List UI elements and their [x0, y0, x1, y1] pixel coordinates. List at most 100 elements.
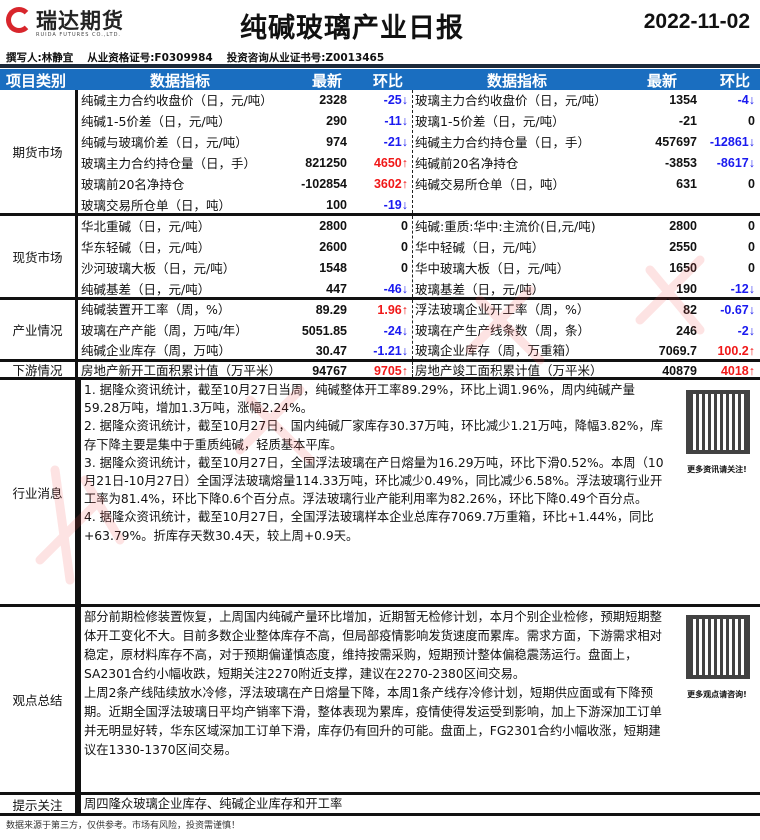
column-divider	[412, 90, 413, 213]
author: 撰写人:林静宜	[6, 52, 74, 64]
latest-value: 100	[326, 198, 347, 212]
latest-value: -3853	[665, 156, 697, 170]
news-item: 2. 据隆众资讯统计，截至10月27日，国内纯碱厂家库存30.37万吨，环比减少…	[84, 419, 663, 452]
indicator-name: 华东轻碱（日，元/吨）	[81, 240, 211, 255]
indicator-name: 玻璃前20名净持仓	[81, 177, 185, 192]
category-label: 观点总结	[0, 607, 78, 792]
news-item: 4. 据隆众资讯统计，截至10月27日，全国浮法玻璃样本企业总库存7069.7万…	[84, 510, 654, 543]
change-value: 0	[401, 261, 408, 275]
news-section: 行业消息 1. 据隆众资讯统计，截至10月27日当周，纯碱整体开工率89.29%…	[0, 380, 760, 607]
latest-value: 82	[683, 303, 697, 317]
company-logo: 瑞达期货 RUIDA FUTURES CO.,LTD.	[6, 5, 136, 39]
header-latest: 最新	[312, 72, 343, 90]
tips-section: 提示关注 周四隆众玻璃企业库存、纯碱企业库存和开工率	[0, 795, 760, 816]
table-row: 纯碱主力合约收盘价（日，元/吨） 2328 -25↓ 玻璃主力合约收盘价（日，元/吨）…	[78, 90, 760, 111]
latest-value: 2800	[319, 219, 347, 233]
views-item: 上周2条产线陆续放水冷修，浮法玻璃在产日熔量下降，本周1条产线存冷修计划，短期供…	[84, 686, 662, 757]
change-value: -2↓	[737, 323, 755, 338]
latest-value: 447	[326, 282, 347, 296]
latest-value: 30.47	[315, 344, 347, 359]
indicator-name: 房地产竣工面积累计值（万平米）	[415, 363, 603, 378]
latest-value: 7069.7	[658, 344, 697, 359]
indicator-name: 玻璃在产生产线条数（周，条）	[415, 322, 591, 338]
change-value: 0	[748, 177, 755, 191]
change-value: 0	[748, 219, 755, 233]
news-item: 1. 据隆众资讯统计，截至10月27日当周，纯碱整体开工率89.29%，环比上调…	[84, 383, 635, 416]
change-value: 9705↑	[373, 364, 408, 378]
change-value: 100.2↑	[717, 344, 755, 359]
indicator-name: 纯碱交易所仓单（日，吨）	[415, 177, 566, 192]
category-label: 行业消息	[0, 380, 78, 604]
indicator-name: 纯碱与玻璃价差（日，元/吨）	[81, 135, 248, 150]
table-row: 玻璃在产产能（周，万吨/年） 5051.85 -24↓ 玻璃在产生产线条数（周，条） 2…	[78, 321, 760, 342]
latest-value: 821250	[305, 156, 347, 170]
table-row: 纯碱基差（日，元/吨） 447 -46↓ 玻璃基差（日，元/吨） 190 -12↓	[78, 279, 760, 300]
change-value: -8617↓	[716, 156, 755, 170]
indicator-name: 纯碱前20名净持仓	[415, 156, 519, 171]
indicator-name: 玻璃在产产能（周，万吨/年）	[81, 322, 248, 338]
divider	[0, 64, 760, 68]
change-value: 0	[748, 240, 755, 254]
qr-code[interactable]	[686, 615, 750, 679]
section-3: 下游情况 房地产新开工面积累计值（万平米） 94767 9705↑ 房地产竣工面积累计值…	[0, 362, 760, 380]
page-title: 纯碱玻璃产业日报	[240, 13, 464, 44]
tips-text: 周四隆众玻璃企业库存、纯碱企业库存和开工率	[78, 795, 760, 813]
column-divider	[412, 362, 413, 377]
change-value: -12↓	[730, 282, 755, 296]
indicator-name: 玻璃企业库存（周，万重箱）	[415, 343, 578, 359]
latest-value: 2328	[319, 93, 347, 107]
change-value: 4650↑	[373, 156, 408, 170]
header-latest-right: 最新	[647, 72, 678, 90]
latest-value: 457697	[655, 135, 697, 149]
header-change: 环比	[373, 72, 404, 90]
header-category: 项目类别	[6, 72, 67, 90]
qr-code[interactable]	[686, 390, 750, 454]
category-label: 期货市场	[0, 90, 78, 213]
change-value: 0	[401, 240, 408, 254]
change-value: 3602↑	[373, 177, 408, 191]
category-label: 产业情况	[0, 300, 78, 359]
change-value: -0.67↓	[720, 303, 755, 317]
latest-value: -21	[678, 114, 697, 128]
latest-value: 94767	[312, 364, 347, 378]
latest-value: 246	[676, 323, 697, 338]
column-divider	[412, 216, 413, 297]
indicator-name: 玻璃主力合约收盘价（日，元/吨）	[415, 93, 607, 108]
column-divider	[412, 300, 413, 359]
change-value: -46↓	[383, 282, 408, 296]
change-value: 4018↑	[720, 364, 755, 378]
table-row: 沙河玻璃大板（日，元/吨） 1548 0 华中玻璃大板（日，元/吨） 1650 0	[78, 258, 760, 279]
indicator-name: 纯碱主力合约收盘价（日，元/吨）	[81, 93, 273, 108]
latest-value: 89.29	[315, 303, 347, 317]
indicator-name: 纯碱企业库存（周，万吨）	[81, 343, 232, 359]
change-value: -25↓	[383, 93, 408, 107]
views-text: 部分前期检修装置恢复，上周国内纯碱产量环比增加，近期暂无检修计划，本月个别企业检…	[78, 607, 670, 792]
latest-value: 1548	[319, 261, 347, 275]
table-row: 纯碱1-5价差（日，元/吨） 290 -11↓ 玻璃1-5价差（日，元/吨） -21 0	[78, 111, 760, 132]
header-change-right: 环比	[720, 72, 751, 90]
table-row: 华东轻碱（日，元/吨） 2600 0 华中轻碱（日，元/吨） 2550 0	[78, 237, 760, 258]
latest-value: 974	[326, 135, 347, 149]
report-date: 2022-11-02	[643, 10, 750, 33]
indicator-name: 房地产新开工面积累计值（万平米）	[81, 363, 282, 378]
views-item: 部分前期检修装置恢复，上周国内纯碱产量环比增加，近期暂无检修计划，本月个别企业检…	[84, 610, 662, 681]
change-value: 1.96↑	[377, 303, 408, 317]
indicator-name: 沙河玻璃大板（日，元/吨）	[81, 261, 236, 276]
change-value: -4↓	[737, 93, 755, 107]
change-value: -21↓	[383, 135, 408, 149]
table-row: 玻璃交易所仓单（日，吨） 100 -19↓	[78, 195, 760, 216]
header-indicator-right: 数据指标	[487, 72, 548, 90]
latest-value: 190	[676, 282, 697, 296]
consulting-cert: 投资咨询从业证书号:Z0013465	[226, 52, 385, 64]
indicator-name: 玻璃1-5价差（日，元/吨）	[415, 114, 565, 129]
table-row: 房地产新开工面积累计值（万平米） 94767 9705↑ 房地产竣工面积累计值（万平米…	[78, 362, 760, 380]
qr-caption: 更多观点请咨询!	[687, 690, 747, 699]
logo-english: RUIDA FUTURES CO.,LTD.	[36, 32, 122, 38]
section-0: 期货市场 纯碱主力合约收盘价（日，元/吨） 2328 -25↓ 玻璃主力合约收盘价（日，…	[0, 90, 760, 216]
table-header: 项目类别 数据指标 最新 环比 数据指标 最新 环比	[0, 69, 760, 90]
change-value: -11↓	[384, 114, 408, 128]
change-value: -12861↓	[709, 135, 755, 149]
latest-value: 1650	[669, 261, 697, 275]
indicator-name: 纯碱:重质:华中:主流价(日,元/吨)	[415, 219, 596, 234]
qualification-cert: 从业资格证号:F0309984	[87, 52, 213, 64]
